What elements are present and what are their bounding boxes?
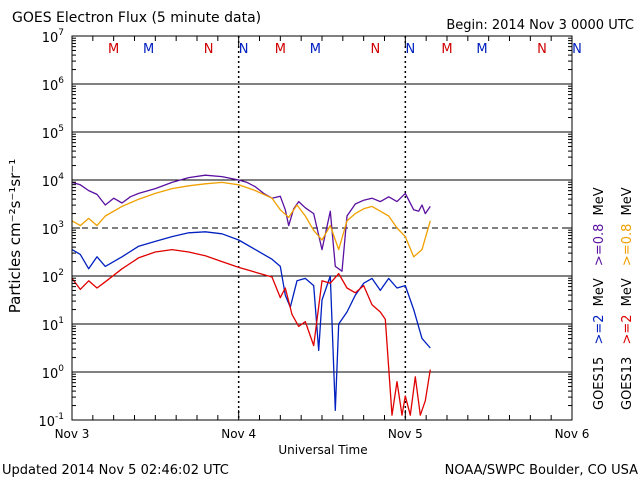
- y-tick-label: 10-1: [38, 412, 64, 430]
- credit-label: NOAA/SWPC Boulder, CO USA: [445, 463, 638, 478]
- mn-marker: M: [143, 42, 154, 57]
- mn-marker: M: [310, 42, 321, 57]
- legend-goes15-unit-2: MeV: [592, 278, 607, 306]
- day-divider-lines: [237, 36, 407, 420]
- y-tick-label: 101: [42, 316, 64, 334]
- legend-goes13-unit-2: MeV: [620, 278, 635, 306]
- chart-title: GOES Electron Flux (5 minute data): [12, 10, 261, 26]
- legend-goes13-unit-08: MeV: [620, 187, 635, 215]
- mn-marker: N: [572, 42, 582, 57]
- mn-marker: M: [441, 42, 452, 57]
- mn-marker: N: [239, 42, 249, 57]
- legend-goes15: GOES15 >=2 MeV >=0.8 MeV: [592, 187, 607, 410]
- mn-marker: M: [275, 42, 286, 57]
- svg-text:GOES15 >=2 MeV: GOES15 >=2 MeV >=0.8 MeV: [592, 187, 607, 410]
- x-tick-label: Nov 4: [221, 427, 256, 441]
- x-tick-labels: Nov 3 Nov 4 Nov 5 Nov 6: [55, 427, 590, 441]
- series-goes13-2-mev: [71, 248, 431, 416]
- y-tick-label: 107: [42, 28, 64, 46]
- legend-goes13-label: GOES13: [620, 357, 635, 410]
- legend-goes15-unit-08: MeV: [592, 187, 607, 215]
- updated-timestamp: Updated 2014 Nov 5 02:46:02 UTC: [2, 463, 229, 478]
- mn-marker: N: [370, 42, 380, 57]
- y-tick-label: 100: [42, 364, 65, 382]
- legend-goes13-ge08: >=0.8: [620, 224, 635, 266]
- legend-goes15-ge08: >=0.8: [592, 224, 607, 266]
- y-tick-label: 104: [42, 172, 65, 190]
- x-tick-label: Nov 5: [388, 427, 423, 441]
- x-axis-label: Universal Time: [278, 443, 367, 457]
- legend-goes13: GOES13 >=2 MeV >=0.8 MeV: [620, 187, 635, 410]
- axis-ticks: [71, 36, 573, 421]
- y-tick-label: 105: [42, 124, 64, 142]
- x-tick-label: Nov 6: [555, 427, 590, 441]
- x-tick-label: Nov 3: [55, 427, 90, 441]
- begin-label: Begin: 2014 Nov 3 0000 UTC: [446, 18, 634, 33]
- grid-lines: [72, 83, 572, 373]
- mn-marker: N: [204, 42, 214, 57]
- y-tick-label: 102: [42, 268, 64, 286]
- y-axis-label: Particles cm⁻²s⁻¹sr⁻¹: [6, 159, 24, 313]
- mn-marker: M: [108, 42, 119, 57]
- mn-marker: M: [476, 42, 487, 57]
- svg-text:GOES13 >=2 MeV: GOES13 >=2 MeV >=0.8 MeV: [620, 187, 635, 410]
- series-goes13-0-8-mev: [71, 181, 431, 258]
- y-tick-label: 103: [42, 220, 64, 238]
- legend-goes15-label: GOES15: [592, 357, 607, 410]
- mn-marker: N: [537, 42, 547, 57]
- legend-goes13-ge2: >=2: [620, 314, 635, 344]
- y-tick-labels: 107 106 105 104 103 102 101 100 10-1: [38, 28, 64, 430]
- series-goes15-2-mev: [71, 231, 431, 412]
- series-goes15-0-8-mev: [71, 174, 431, 272]
- mn-marker: N: [405, 42, 415, 57]
- series-lines: [71, 174, 431, 416]
- legend-goes15-ge2: >=2: [592, 314, 607, 344]
- y-tick-label: 106: [42, 76, 65, 94]
